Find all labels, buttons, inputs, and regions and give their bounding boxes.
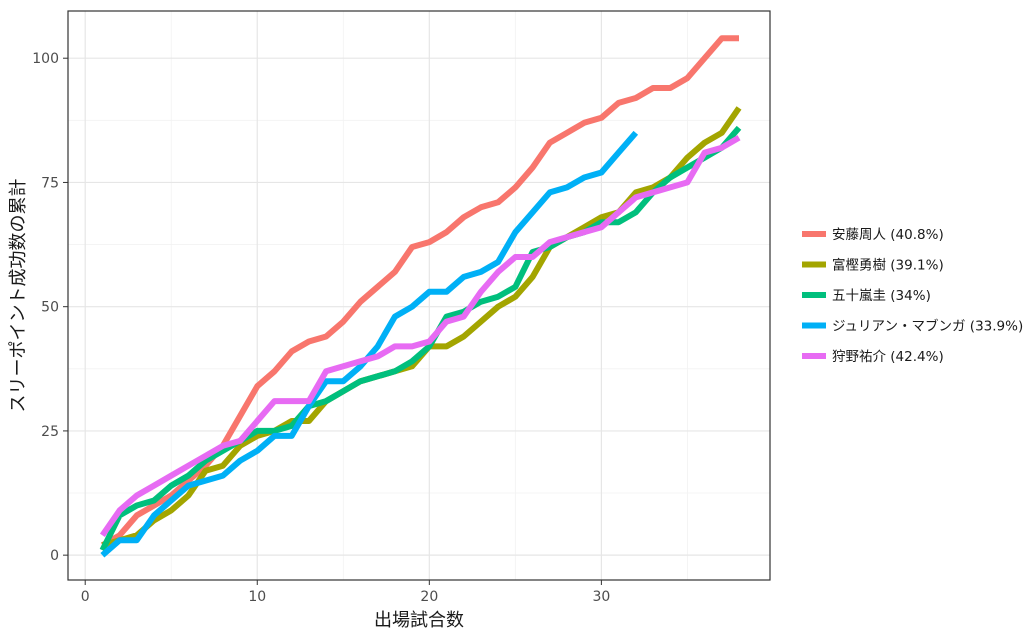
y-axis-title: スリーポイント成功数の累計 bbox=[8, 179, 29, 413]
y-tick-label: 0 bbox=[50, 548, 59, 564]
x-tick-label: 20 bbox=[420, 589, 438, 605]
legend-label-1: 安藤周人 (40.8%) bbox=[832, 227, 944, 243]
legend: 安藤周人 (40.8%) 富樫勇樹 (39.1%) 五十嵐圭 (34%) ジュリアン・… bbox=[802, 227, 1023, 365]
plot-border bbox=[67, 10, 771, 581]
x-tick-label: 10 bbox=[248, 589, 266, 605]
legend-label-4: ジュリアン・マブンガ (33.9%) bbox=[832, 318, 1023, 335]
legend-label-5: 狩野祐介 (42.4%) bbox=[832, 349, 944, 365]
y-tick-label: 50 bbox=[41, 300, 59, 316]
series-line-5 bbox=[99, 135, 741, 538]
x-axis-title: 出場試合数 bbox=[374, 610, 464, 631]
legend-label-3: 五十嵐圭 (34%) bbox=[832, 288, 931, 304]
y-tick-label: 25 bbox=[41, 424, 59, 440]
x-tick-label: 30 bbox=[592, 589, 610, 605]
series-line-3 bbox=[99, 125, 742, 552]
legend-label-2: 富樫勇樹 (39.1%) bbox=[832, 257, 944, 274]
axis-ticks: 0 10 20 30 0 25 50 75 100 bbox=[32, 51, 610, 605]
series-lines bbox=[99, 35, 742, 558]
y-tick-label: 75 bbox=[41, 175, 59, 191]
y-tick-label: 100 bbox=[32, 51, 59, 67]
x-tick-label: 0 bbox=[81, 589, 90, 605]
